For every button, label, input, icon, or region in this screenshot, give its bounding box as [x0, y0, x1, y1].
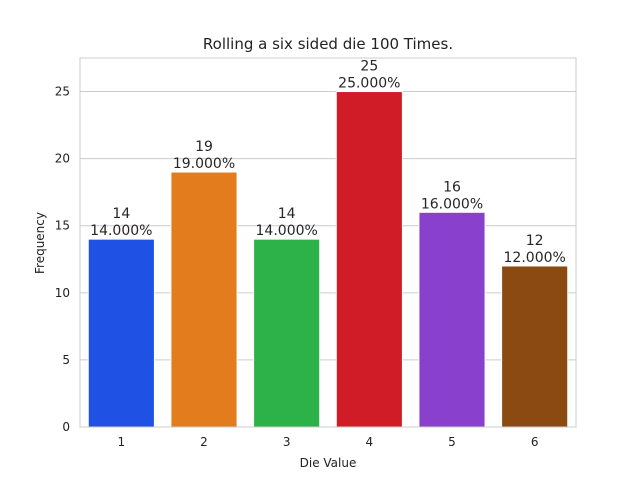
- bar-count-label: 16: [443, 179, 461, 195]
- x-tick-label: 3: [283, 435, 291, 449]
- x-tick-label: 6: [531, 435, 539, 449]
- bar-percent-label: 14.000%: [256, 223, 318, 239]
- bar-6: [501, 265, 569, 428]
- x-tick-label: 4: [366, 435, 374, 449]
- bar-3: [253, 238, 321, 428]
- y-tick-label: 15: [55, 219, 70, 233]
- y-tick-label: 5: [62, 353, 70, 367]
- bar-percent-label: 14.000%: [90, 223, 152, 239]
- bar-count-label: 14: [112, 206, 130, 222]
- bar-percent-label: 12.000%: [504, 250, 566, 266]
- bar-percent-label: 19.000%: [173, 156, 235, 172]
- bar-5: [418, 211, 486, 428]
- y-tick-label: 10: [55, 286, 70, 300]
- bar-1: [87, 238, 155, 428]
- x-tick-labels: 1 2 3 4 5 6: [118, 435, 539, 449]
- x-tick-label: 1: [118, 435, 126, 449]
- y-tick-label: 20: [55, 152, 70, 166]
- x-tick-label: 2: [200, 435, 208, 449]
- bar-4: [335, 91, 403, 428]
- bars: [87, 91, 569, 428]
- y-axis-label: Frequency: [33, 212, 47, 274]
- bar-count-label: 14: [278, 206, 296, 222]
- y-tick-labels: 0 5 10 15 20 25: [55, 85, 70, 434]
- bar-count-label: 25: [360, 59, 378, 75]
- y-tick-label: 0: [62, 420, 70, 434]
- bar-value-labels: 1414.000%1919.000%1414.000%2525.000%1616…: [90, 59, 566, 266]
- bar-percent-label: 25.000%: [338, 76, 400, 92]
- chart-title: Rolling a six sided die 100 Times.: [203, 35, 453, 53]
- bar-2: [170, 171, 238, 428]
- x-axis-label: Die Value: [300, 456, 357, 470]
- x-tick-label: 5: [448, 435, 456, 449]
- y-tick-label: 25: [55, 85, 70, 99]
- bar-count-label: 19: [195, 139, 213, 155]
- bar-count-label: 12: [526, 233, 544, 249]
- plot-frame: [79, 57, 577, 428]
- bar-percent-label: 16.000%: [421, 196, 483, 212]
